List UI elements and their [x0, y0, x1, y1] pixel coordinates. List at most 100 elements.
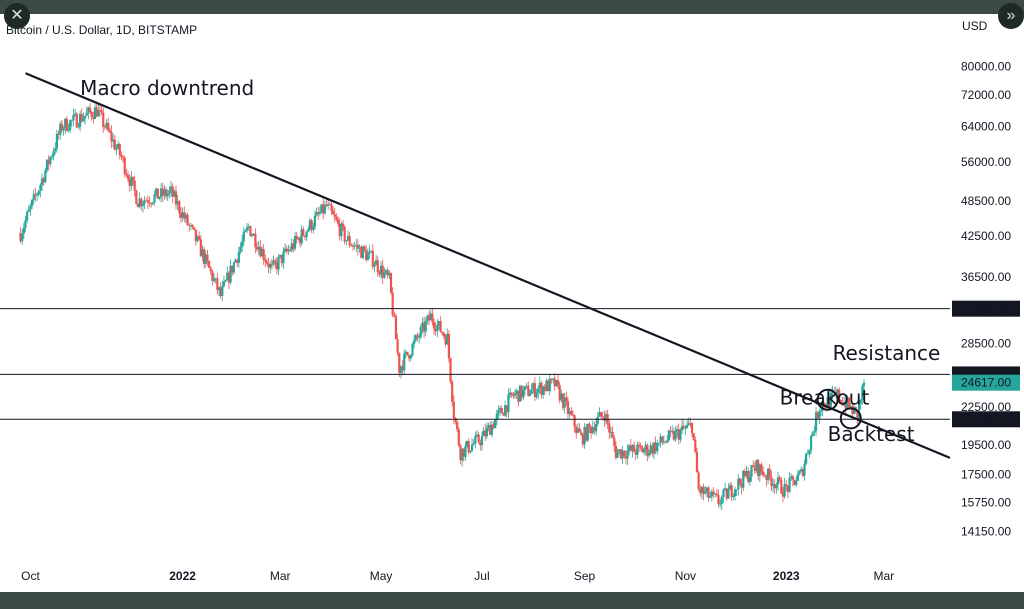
- candle-body: [444, 336, 447, 345]
- candle-body: [64, 118, 67, 129]
- candle-body: [112, 139, 115, 142]
- candle-body: [819, 410, 823, 412]
- candle-body: [211, 271, 214, 282]
- candle-body: [318, 212, 321, 214]
- candle-body: [695, 451, 699, 473]
- candle-body: [828, 396, 831, 407]
- candle-body: [39, 184, 42, 191]
- candle-body: [328, 204, 331, 205]
- y-tick-label: 36500.00: [961, 270, 1011, 284]
- candle-body: [699, 489, 702, 494]
- candle-body: [221, 286, 224, 297]
- candle-body: [659, 436, 662, 443]
- candle-body: [755, 460, 758, 471]
- candle-body: [164, 189, 168, 197]
- candle-body: [252, 233, 255, 236]
- candle-body: [624, 456, 627, 459]
- candle-body: [426, 315, 429, 322]
- candle-body: [155, 188, 158, 195]
- candle-body: [437, 321, 441, 325]
- candle-body: [57, 133, 60, 135]
- candle-body: [325, 204, 328, 206]
- downtrend-line: [25, 72, 951, 459]
- candle-body: [356, 244, 360, 249]
- candle-body: [470, 444, 474, 451]
- candle-body: [287, 249, 290, 252]
- candle-body: [543, 386, 546, 391]
- candle-body: [649, 445, 652, 454]
- candle-body: [710, 491, 713, 497]
- candle-body: [146, 200, 149, 203]
- annotation-label: Resistance: [833, 341, 941, 365]
- candle-body: [679, 430, 682, 440]
- candle-body: [429, 313, 432, 321]
- candle-body: [525, 385, 528, 387]
- candle-body: [609, 432, 613, 433]
- candle-body: [126, 175, 130, 180]
- candle-body: [479, 442, 482, 446]
- candle-body: [421, 322, 424, 328]
- candle-body: [786, 486, 790, 492]
- backtest-circle: [839, 407, 862, 430]
- candle-body: [289, 249, 292, 251]
- candle-body: [120, 155, 123, 158]
- candle-body: [750, 465, 753, 477]
- y-tick-label: 64000.00: [961, 119, 1011, 133]
- candle-body: [737, 478, 740, 490]
- candle-body: [441, 332, 444, 334]
- candle-body: [108, 130, 111, 132]
- x-tick-label: Jul: [474, 569, 489, 583]
- candle-body: [98, 110, 102, 112]
- annotation-label: Breakout: [780, 385, 870, 409]
- candle-body: [391, 292, 394, 315]
- candle-body: [474, 436, 477, 444]
- candle-body: [322, 204, 325, 214]
- candle-body: [317, 212, 320, 214]
- candle-body: [717, 495, 720, 505]
- candle-body: [285, 248, 288, 252]
- candle-body: [748, 476, 751, 482]
- candle-body: [803, 463, 806, 476]
- candle-body: [452, 401, 455, 418]
- chevron-right-icon[interactable]: »: [998, 3, 1024, 29]
- candle-body: [77, 126, 80, 128]
- candle-body: [707, 487, 710, 498]
- candle-body: [831, 392, 834, 394]
- y-tick-label: 15750.00: [961, 496, 1011, 510]
- candle-body: [163, 189, 166, 196]
- candle-body: [216, 278, 219, 290]
- candle-body: [34, 193, 37, 196]
- candle-body: [49, 157, 52, 165]
- candle-body: [313, 215, 317, 227]
- candle-body: [636, 444, 639, 455]
- current-price-badge: [952, 374, 1020, 391]
- y-tick-label: 42500.00: [961, 229, 1011, 243]
- candle-body: [599, 412, 603, 417]
- candle-body: [654, 442, 657, 452]
- candle-body: [809, 435, 813, 450]
- close-icon[interactable]: ✕: [4, 3, 30, 29]
- x-tick-label: Mar: [270, 569, 291, 583]
- candle-body: [74, 113, 77, 115]
- candle-body: [95, 107, 98, 117]
- candle-body: [732, 496, 735, 498]
- candle-body: [65, 118, 68, 131]
- candle-body: [446, 333, 449, 345]
- candle-body: [742, 471, 745, 488]
- candle-body: [40, 178, 44, 185]
- candle-body: [135, 190, 138, 204]
- candle-body: [461, 448, 464, 461]
- candle-body: [671, 431, 674, 432]
- candle-body: [816, 412, 819, 419]
- candle-body: [841, 401, 844, 406]
- candle-body: [338, 223, 341, 237]
- candle-body: [267, 263, 270, 268]
- candle-body: [422, 322, 426, 332]
- candle-body: [92, 116, 95, 119]
- candle-body: [259, 246, 262, 257]
- candle-body: [173, 191, 176, 197]
- candle-body: [705, 487, 708, 492]
- candle-body: [373, 265, 376, 267]
- candle-body: [560, 393, 563, 401]
- candle-body: [684, 427, 687, 429]
